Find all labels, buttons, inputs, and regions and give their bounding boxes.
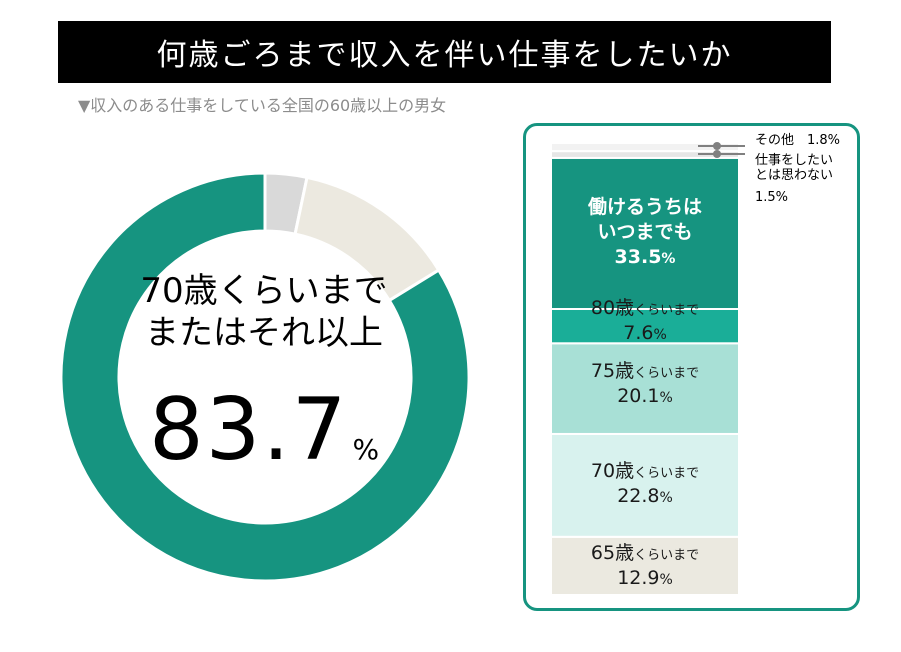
note-no-work: 仕事をしたい とは思わない [755, 153, 833, 183]
donut-label-line1: 70歳くらいまで [140, 271, 388, 311]
segment-7-6-main: 80歳 [590, 297, 635, 319]
segment-33-5-line2: いつまでも [597, 221, 693, 243]
stack-segment-0 [550, 156, 740, 311]
segment-20-1-pct: % [659, 390, 673, 406]
stack-segment-6 [550, 142, 740, 153]
segment-7-6-pct: % [653, 327, 667, 343]
note-other: その他 1.8% [755, 133, 841, 148]
segment-7-6-value: 7.6 [623, 322, 654, 344]
segment-12-9-main: 65歳 [590, 542, 635, 564]
donut-center-value: 83.7% [116, 380, 412, 480]
segment-12-9-pct: % [659, 572, 673, 588]
segment-label-12-9: 65歳くらいまで 12.9% [551, 542, 739, 591]
segment-20-1-main: 75歳 [590, 360, 635, 382]
leader-dot-0 [713, 142, 721, 150]
segment-label-33-5: 働けるうちは いつまでも 33.5% [551, 195, 739, 272]
leader-dot-1 [713, 150, 721, 158]
note-no-work-line1: 仕事をしたい [755, 153, 834, 168]
segment-12-9-small: くらいまで [634, 548, 700, 563]
segment-label-20-1: 75歳くらいまで 20.1% [551, 360, 739, 409]
stack-segment-3 [550, 432, 740, 538]
segment-33-5-line1: 働けるうちは [587, 196, 702, 218]
segment-label-22-8: 70歳くらいまで 22.8% [551, 460, 739, 509]
segment-33-5-value: 33.5 [614, 246, 662, 268]
segment-22-8-main: 70歳 [590, 460, 635, 482]
stacked-bar-panel [523, 123, 860, 611]
donut-value-unit: % [352, 433, 380, 466]
donut-center-label: 70歳くらいまで またはそれ以上 [116, 270, 412, 354]
segment-20-1-small: くらいまで [634, 366, 700, 381]
segment-20-1-value: 20.1 [617, 385, 660, 407]
segment-22-8-small: くらいまで [634, 466, 700, 481]
stack-segment-1 [550, 308, 740, 345]
segment-22-8-value: 22.8 [617, 485, 660, 507]
chart-subtitle: ▼収入のある仕事をしている全国の60歳以上の男女 [78, 96, 447, 115]
donut-slice-0 [59, 171, 471, 583]
segment-22-8-pct: % [659, 490, 673, 506]
note-no-work-value: 1.5% [755, 190, 789, 205]
segment-label-7-6: 80歳くらいまで 7.6% [551, 297, 739, 346]
segment-12-9-value: 12.9 [617, 567, 660, 589]
stack-segment-2 [550, 342, 740, 435]
donut-value-number: 83.7 [148, 380, 349, 480]
note-no-work-line2: とは思わない [755, 168, 834, 183]
donut-label-line2: またはそれ以上 [145, 313, 383, 353]
segment-33-5-pct: % [661, 251, 676, 267]
segment-7-6-small: くらいまで [634, 303, 700, 318]
chart-title: 何歳ごろまで収入を伴い仕事をしたいか [58, 21, 831, 83]
